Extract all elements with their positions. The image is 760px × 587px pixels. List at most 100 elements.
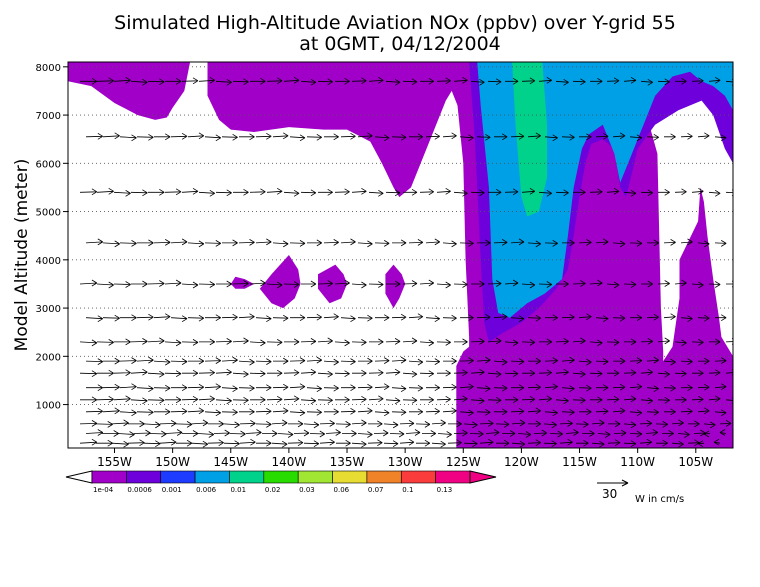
wind-vector (657, 337, 670, 345)
wind-vector (300, 189, 317, 197)
wind-vector (340, 238, 356, 246)
wind-vector (623, 76, 637, 84)
wind-vector (680, 407, 693, 415)
colorbar-swatch (400, 470, 436, 484)
wind-vector (239, 438, 256, 446)
wind-vector (391, 385, 407, 393)
wind-vector (266, 339, 283, 346)
colorbar-label: 0.1 (402, 486, 413, 494)
wind-vector (544, 383, 558, 391)
wind-vector (538, 76, 553, 84)
wind-vector (307, 239, 323, 247)
colorbar-label: 0.02 (265, 486, 281, 494)
wind-vector (391, 313, 407, 321)
wind-vector (85, 429, 104, 436)
wind-vector (147, 280, 165, 287)
wind-vector (324, 133, 339, 141)
wind-vector (453, 189, 468, 197)
wind-vector (334, 188, 350, 196)
wind-vector (130, 368, 148, 376)
wind-vector (290, 314, 306, 322)
wind-vector (437, 431, 452, 438)
wind-vector (221, 385, 238, 393)
wind-vector (436, 281, 451, 289)
wind-vector (425, 132, 441, 140)
wind-vector (493, 384, 508, 392)
wind-vector (606, 395, 620, 403)
wind-vector (306, 385, 323, 393)
wind-vector (559, 438, 573, 446)
wind-vector (79, 188, 98, 196)
wind-vector (470, 368, 485, 376)
wind-vector (555, 189, 569, 197)
x-tick-label: 105W (678, 455, 713, 469)
wind-vector (714, 409, 727, 417)
wind-vector (300, 368, 317, 376)
wind-vector (561, 356, 575, 364)
vector-legend: 30 W in cm/s (597, 479, 684, 505)
wind-vector (510, 358, 525, 365)
wind-vector (267, 369, 283, 377)
colorbar-swatch (126, 470, 162, 484)
wind-vector (419, 279, 435, 287)
wind-vector (239, 408, 255, 416)
wind-vector (221, 408, 238, 416)
wind-vector (136, 133, 154, 141)
wind-vector (527, 407, 542, 415)
wind-vector (239, 420, 256, 427)
wind-vector (697, 132, 710, 140)
wind-vector (198, 369, 216, 377)
wind-vector (159, 438, 177, 446)
wind-vector (408, 384, 424, 392)
wind-vector (714, 357, 727, 364)
wind-vector (623, 369, 637, 377)
wind-vector (612, 407, 626, 415)
wind-vector (170, 407, 188, 415)
wind-vector (368, 281, 384, 288)
wind-vector (528, 357, 542, 365)
wind-vector (303, 421, 320, 429)
colorbar-swatch (194, 470, 230, 484)
wind-vector (341, 384, 356, 392)
wind-vector (708, 395, 721, 403)
y-tick-label: 8000 (36, 63, 61, 74)
wind-vector (249, 339, 266, 347)
colorbar-swatch (229, 470, 265, 484)
wind-vector (262, 430, 278, 437)
wind-vector (442, 314, 457, 322)
wind-vector (408, 358, 424, 366)
wind-vector (79, 279, 98, 287)
colorbar-swatch (91, 470, 127, 484)
wind-vector (334, 339, 350, 347)
wind-vector (613, 357, 626, 365)
y-tick-label: 1000 (36, 401, 61, 412)
wind-vector (623, 440, 637, 448)
wind-vector (198, 76, 216, 84)
wind-vector (317, 337, 333, 345)
wind-vector (677, 431, 690, 438)
wind-vector (391, 356, 407, 364)
wind-vector (233, 188, 249, 196)
wind-vector (578, 313, 592, 321)
wind-vector (416, 439, 431, 447)
wind-vector (325, 429, 341, 436)
wind-vector (549, 430, 563, 438)
wind-vector (351, 440, 367, 448)
wind-vector (272, 314, 289, 322)
wind-vector (288, 420, 304, 428)
wind-vector (215, 78, 232, 86)
wind-vector (664, 408, 676, 416)
wind-vector (271, 440, 288, 448)
wind-vector (578, 239, 592, 246)
wind-vector (459, 240, 474, 247)
colorbar: 1e-04 0.0006 0.001 0.006 0.01 0.02 0.03 0.06 0.0… (65, 470, 497, 494)
wind-vector (436, 395, 451, 403)
wind-vectors (79, 76, 733, 448)
y-tick-label: 5000 (36, 208, 61, 219)
wind-vector (714, 134, 727, 142)
wind-vector (425, 238, 441, 246)
wind-vector (692, 369, 704, 377)
wind-vector (323, 239, 339, 246)
wind-vector (454, 338, 468, 346)
wind-vector (697, 383, 710, 391)
